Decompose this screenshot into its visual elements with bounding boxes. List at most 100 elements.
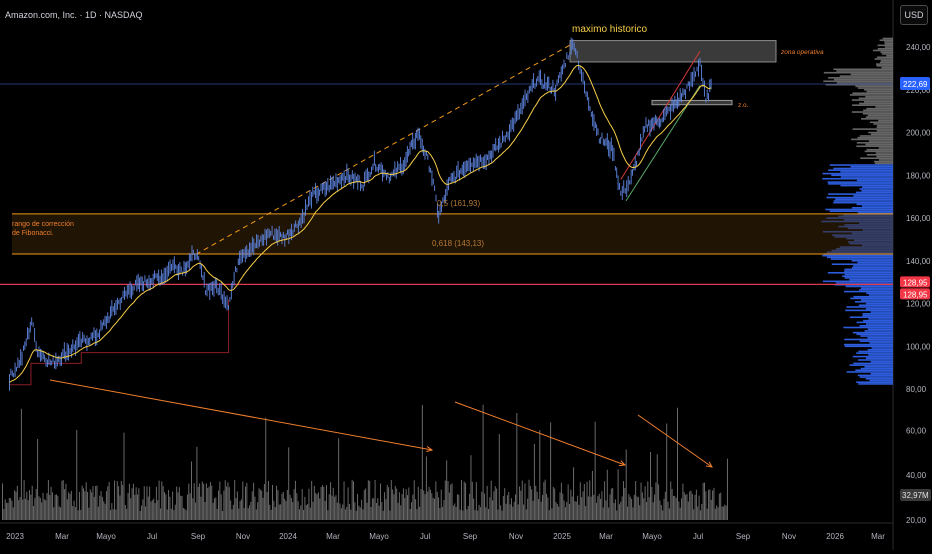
volume-bar bbox=[297, 501, 299, 520]
volume-profile-bar bbox=[845, 285, 893, 288]
volume-profile-bar bbox=[874, 58, 893, 60]
volume-bar bbox=[173, 510, 175, 520]
volume-bar bbox=[641, 492, 643, 520]
volume-bar bbox=[573, 467, 575, 520]
volume-bar bbox=[632, 507, 634, 520]
volume-bar bbox=[19, 496, 21, 520]
volume-bar bbox=[591, 470, 593, 520]
volume-bar bbox=[389, 510, 391, 520]
volume-profile-bar bbox=[870, 360, 893, 363]
volume-bar bbox=[419, 506, 421, 520]
volume-profile-bar bbox=[823, 80, 893, 83]
volume-bar bbox=[374, 480, 376, 520]
ath-label: maximo historico bbox=[572, 24, 647, 35]
volume-bar bbox=[45, 500, 47, 520]
volume-bar bbox=[706, 508, 708, 520]
volume-bar bbox=[378, 505, 380, 520]
volume-profile-bar bbox=[844, 273, 893, 276]
volume-bar bbox=[153, 498, 155, 520]
volume-profile-bar bbox=[830, 258, 893, 260]
volume-bar bbox=[566, 501, 568, 520]
volume-bar bbox=[377, 498, 379, 520]
volume-profile-bar bbox=[856, 352, 893, 354]
volume-bar bbox=[643, 498, 645, 520]
volume-bar bbox=[201, 481, 203, 520]
volume-bar bbox=[301, 489, 303, 520]
volume-bar bbox=[326, 485, 327, 520]
volume-bar bbox=[169, 496, 171, 520]
volume-arrow-3 bbox=[637, 414, 713, 468]
volume-bar bbox=[571, 496, 573, 520]
volume-bar bbox=[299, 509, 300, 520]
volume-bar bbox=[135, 487, 137, 520]
volume-bar bbox=[421, 404, 423, 520]
volume-bar bbox=[96, 485, 98, 520]
volume-bar bbox=[384, 492, 386, 520]
volume-bar bbox=[721, 506, 723, 520]
volume-bar bbox=[481, 491, 483, 520]
volume-bar bbox=[461, 479, 462, 520]
currency-button[interactable]: USD bbox=[900, 5, 928, 25]
volume-bar bbox=[709, 489, 711, 520]
volume-profile-bar bbox=[873, 49, 893, 52]
volume-bar bbox=[357, 493, 359, 520]
last-price-tag bbox=[900, 77, 930, 91]
volume-bar bbox=[697, 506, 699, 520]
volume-bar bbox=[546, 493, 548, 520]
volume-bar bbox=[394, 485, 396, 520]
volume-bar bbox=[313, 485, 315, 520]
volume-profile-bar bbox=[870, 311, 893, 313]
volume-bar bbox=[267, 480, 269, 520]
volume-profile-bar bbox=[875, 106, 893, 108]
volume-bar bbox=[228, 487, 230, 520]
volume-bar bbox=[705, 491, 707, 520]
volume-bar bbox=[330, 482, 332, 520]
volume-bar bbox=[543, 482, 545, 520]
volume-bar bbox=[505, 503, 507, 520]
volume-bar bbox=[560, 482, 562, 520]
volume-profile-bar bbox=[860, 299, 893, 301]
volume-bar bbox=[165, 494, 167, 520]
volume-bar bbox=[513, 501, 515, 520]
volume-bar bbox=[139, 510, 141, 520]
volume-profile-bar bbox=[879, 39, 893, 42]
volume-bar bbox=[303, 509, 305, 520]
volume-profile-bar bbox=[846, 371, 893, 373]
volume-bar bbox=[289, 494, 291, 520]
volume-bar bbox=[570, 489, 572, 520]
volume-profile-bar bbox=[840, 171, 893, 173]
volume-bar bbox=[358, 505, 360, 520]
volume-bar bbox=[154, 503, 156, 520]
channel-upper bbox=[620, 51, 701, 180]
volume-bar bbox=[380, 483, 381, 520]
volume-bar bbox=[137, 494, 138, 520]
volume-bar bbox=[465, 483, 467, 520]
volume-bar bbox=[362, 509, 364, 520]
volume-bar bbox=[535, 485, 537, 520]
volume-bar bbox=[47, 479, 49, 520]
volume-bar bbox=[704, 482, 705, 520]
volume-bar bbox=[392, 489, 394, 520]
volume-bar bbox=[61, 480, 63, 520]
volume-bar bbox=[258, 488, 260, 520]
volume-bar bbox=[14, 490, 16, 520]
volume-bar bbox=[533, 443, 535, 520]
volume-bar bbox=[100, 491, 102, 520]
volume-bar bbox=[34, 497, 36, 520]
volume-profile-bar bbox=[863, 109, 893, 112]
volume-bar bbox=[602, 507, 604, 520]
volume-bar bbox=[463, 481, 465, 520]
volume-profile-bar bbox=[865, 95, 893, 98]
volume-bar bbox=[312, 501, 314, 520]
volume-bar bbox=[417, 486, 419, 520]
volume-profile-bar bbox=[844, 270, 893, 272]
volume-profile-bar bbox=[860, 287, 893, 289]
volume-bar bbox=[240, 499, 242, 520]
volume-profile-bar bbox=[856, 142, 893, 144]
volume-bar bbox=[587, 496, 589, 520]
volume-bar bbox=[114, 480, 116, 520]
volume-bar bbox=[15, 491, 17, 520]
volume-profile-bar bbox=[865, 357, 893, 360]
